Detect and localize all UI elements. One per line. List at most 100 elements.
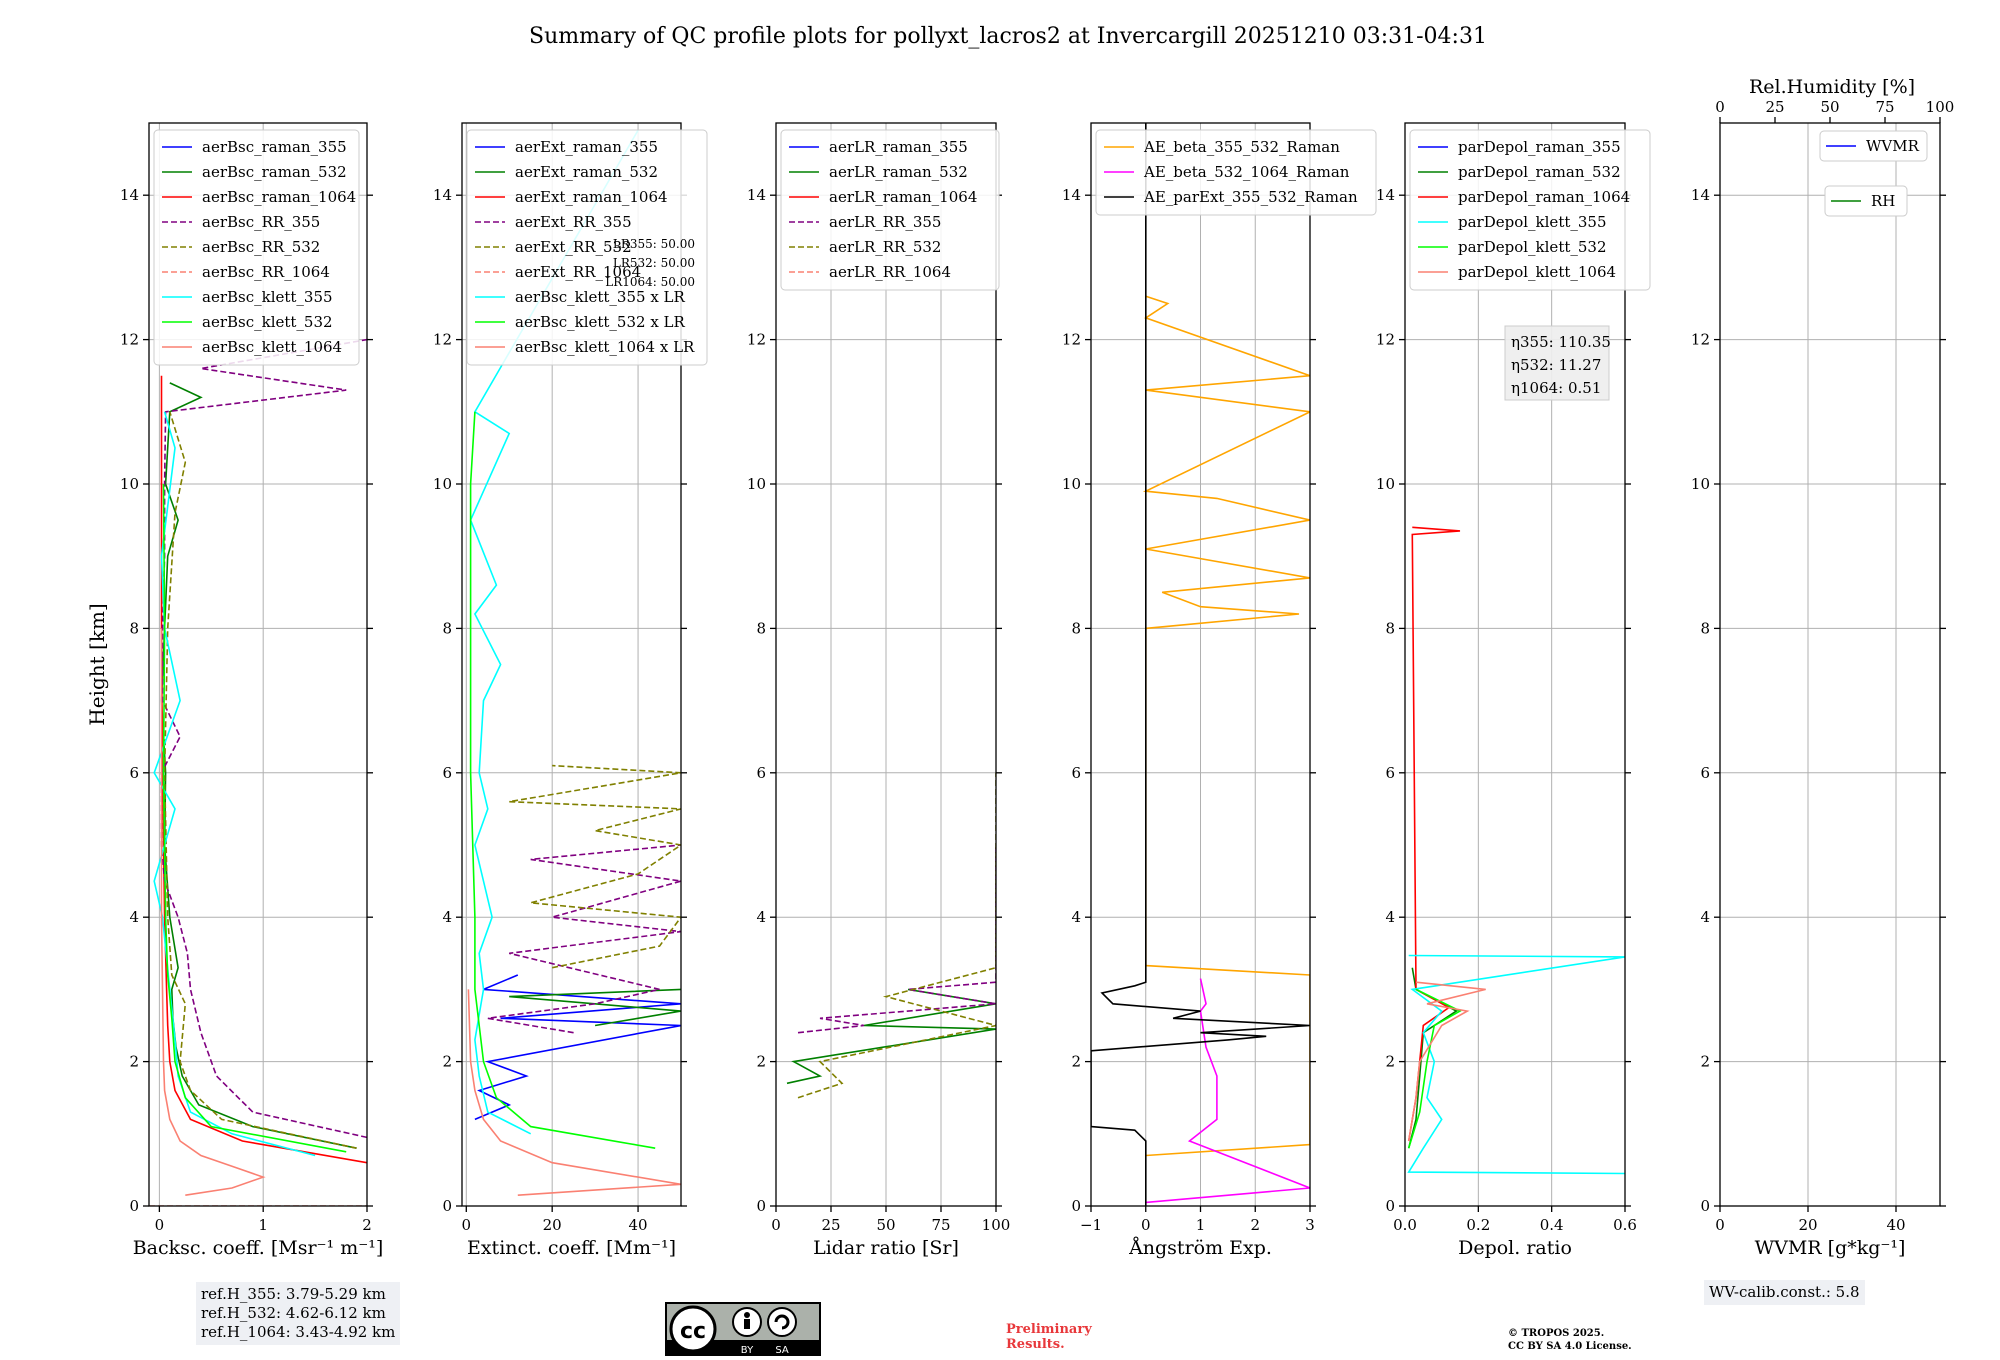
legend-label-aerbsc-raman-1064: aerBsc_raman_1064 <box>202 188 356 206</box>
y-tick-label: 4 <box>1385 908 1395 926</box>
legend-label-pardepol-klett-532: parDepol_klett_532 <box>1458 238 1607 256</box>
ref-height-1064: ref.H_1064: 3.43-4.92 km <box>201 1323 396 1341</box>
y-tick-label: 2 <box>442 1053 452 1071</box>
x-tick-label: 1 <box>258 1216 268 1234</box>
sa-label: SA <box>775 1345 789 1356</box>
y-tick-label: 10 <box>1376 475 1395 493</box>
legend-note: LR532: 50.00 <box>613 256 695 270</box>
series-ae-beta-532-1064-raman <box>1145 978 1310 1204</box>
y-tick-label: 14 <box>433 186 452 204</box>
legend-label-aerlr-raman-1064: aerLR_raman_1064 <box>829 188 977 206</box>
y-tick-label: 0 <box>1071 1197 1081 1215</box>
eta-value: η532: 11.27 <box>1511 356 1601 374</box>
top-axis-label: Rel.Humidity [%] <box>1749 76 1915 98</box>
panel-lr: 0 25 50 75 100 0 2 4 6 8 10 12 14 Lidar ratio [Sr] aer… <box>747 122 1010 1259</box>
legend-label-pardepol-raman-532: parDepol_raman_532 <box>1458 163 1621 181</box>
legend: parDepol_raman_355 parDepol_raman_532 parD… <box>1409 129 1651 291</box>
legend-note: LR1064: 50.00 <box>605 275 695 289</box>
y-tick-label: 12 <box>1376 331 1395 349</box>
legend-label-pardepol-raman-355: parDepol_raman_355 <box>1458 138 1621 156</box>
wv-calibration-constant: WV-calib.const.: 5.8 <box>1709 1283 1860 1301</box>
y-tick-label: 4 <box>1700 908 1710 926</box>
series-aerlr-raman-532 <box>786 988 996 1085</box>
axes-frame <box>1719 122 1941 1207</box>
legend-label-rh: RH <box>1871 192 1895 210</box>
y-tick-label: 12 <box>433 331 452 349</box>
y-tick-label: 8 <box>756 619 766 637</box>
legend-label-aerbsc-klett-1064: aerBsc_klett_1064 <box>202 338 342 356</box>
series-aerbsc-rr-532 <box>163 411 357 1149</box>
preliminary-line-2: Results. <box>1006 1337 1065 1352</box>
series-pardepol-raman-1064 <box>1407 526 1461 1142</box>
y-tick-label: 10 <box>120 475 139 493</box>
legend-label-aerbsc-rr-1064: aerBsc_RR_1064 <box>202 263 330 281</box>
legend-label-ae-beta-355-532-raman: AE_beta_355_532_Raman <box>1143 138 1340 156</box>
share-alike-icon <box>767 1307 797 1337</box>
series-aerbsc-klett-532 <box>162 483 347 1153</box>
x-tick-label: 0.2 <box>1466 1216 1490 1234</box>
series-aerbsc-klett-1064-x-lr <box>467 989 681 1196</box>
legend-label-aerbsc-rr-532: aerBsc_RR_532 <box>202 238 320 256</box>
cc-by-sa-badge[interactable]: cc BY SA <box>665 1302 821 1356</box>
panel-wv: 0 20 40 0 2 4 6 8 10 12 14 WVMR [g*kg⁻¹] 0 25 50 75 100 R… <box>1691 76 1954 1259</box>
series-aerbsc-rr-355 <box>160 338 367 1139</box>
y-tick-label: 14 <box>747 186 766 204</box>
legend: aerLR_raman_355 aerLR_raman_532 aerLR_rama… <box>780 129 1000 291</box>
by-label: BY <box>741 1345 754 1356</box>
x-tick-label: 40 <box>629 1216 648 1234</box>
x-tick-label: 50 <box>876 1216 895 1234</box>
legend-label-pardepol-klett-355: parDepol_klett_355 <box>1458 213 1607 231</box>
top-x-tick-label: 25 <box>1765 98 1784 116</box>
x-axis-label: Lidar ratio [Sr] <box>813 1237 959 1259</box>
y-tick-label: 2 <box>1071 1053 1081 1071</box>
y-tick-label: 0 <box>442 1197 452 1215</box>
series-pardepol-klett-355 <box>1407 954 1625 1175</box>
x-tick-label: 2 <box>1250 1216 1260 1234</box>
series-aerbsc-klett-355-x-lr <box>469 129 639 1135</box>
legend-note: LR355: 50.00 <box>613 237 695 251</box>
axes-frame <box>148 122 368 1207</box>
axes-frame <box>461 122 682 1207</box>
legend-label-aerbsc-raman-532: aerBsc_raman_532 <box>202 163 347 181</box>
legend-box <box>1819 130 1928 162</box>
legend-box <box>153 129 360 366</box>
legend-label-ae-parext-355-532-raman: AE_parExt_355_532_Raman <box>1143 188 1358 206</box>
x-tick-label: 0 <box>155 1216 165 1234</box>
y-tick-label: 6 <box>1071 764 1081 782</box>
legend-label-aerext-rr-355: aerExt_RR_355 <box>515 213 632 231</box>
top-x-tick-label: 50 <box>1820 98 1839 116</box>
series-aerbsc-raman-1064 <box>160 375 367 1164</box>
ref-height-355: ref.H_355: 3.79-5.29 km <box>201 1285 386 1303</box>
x-tick-label: 3 <box>1305 1216 1315 1234</box>
x-tick-label: 0.4 <box>1540 1216 1564 1234</box>
y-tick-label: 0 <box>129 1197 139 1215</box>
legend-label-aerbsc-rr-355: aerBsc_RR_355 <box>202 213 320 231</box>
x-tick-label: 2 <box>362 1216 372 1234</box>
copyright-notice: © TROPOS 2025. CC BY SA 4.0 License. <box>1508 1327 1632 1353</box>
legend-label-aerext-rr-1064: aerExt_RR_1064 <box>515 263 641 281</box>
legend: aerBsc_raman_355 aerBsc_raman_532 aerBsc_r… <box>153 129 360 366</box>
legend-label-aerbsc-klett-532-x-lr: aerBsc_klett_532 x LR <box>515 313 686 331</box>
eta-value: η355: 110.35 <box>1511 333 1611 351</box>
ref-height-532: ref.H_532: 4.62-6.12 km <box>201 1304 386 1322</box>
legend-box <box>466 129 708 366</box>
x-tick-label: 0 <box>1715 1216 1725 1234</box>
panel-ext: 0 20 40 0 2 4 6 8 10 12 14 Extinct. coeff. [Mm⁻¹] ae… <box>433 122 708 1259</box>
y-tick-label: 8 <box>129 619 139 637</box>
legend-label-aerbsc-klett-355: aerBsc_klett_355 <box>202 288 333 306</box>
legend-label-aerbsc-klett-1064-x-lr: aerBsc_klett_1064 x LR <box>515 338 695 356</box>
copyright-line-1: © TROPOS 2025. <box>1508 1328 1605 1339</box>
x-tick-label: 0.0 <box>1393 1216 1417 1234</box>
legend-box <box>1095 129 1377 216</box>
series-aerbsc-raman-532 <box>160 382 357 1149</box>
series-aerlr-rr-532 <box>797 772 996 1099</box>
x-tick-label: 0 <box>771 1216 781 1234</box>
series-aerlr-rr-355 <box>797 845 996 1034</box>
y-tick-label: 6 <box>1385 764 1395 782</box>
legend-label-aerext-raman-1064: aerExt_raman_1064 <box>515 188 668 206</box>
legend-label-aerlr-rr-355: aerLR_RR_355 <box>829 213 941 231</box>
x-tick-label: 20 <box>1798 1216 1817 1234</box>
y-tick-label: 14 <box>120 186 139 204</box>
